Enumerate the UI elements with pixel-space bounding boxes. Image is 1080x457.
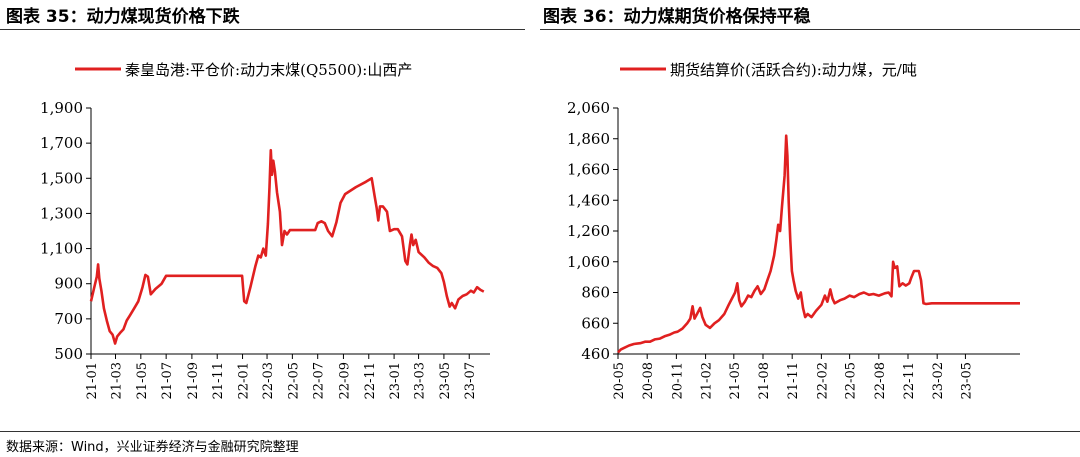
y-tick-label: 1,900	[40, 99, 83, 117]
y-tick-label: 2,060	[567, 99, 610, 117]
x-tick-label: 21-02	[700, 362, 715, 399]
x-tick-label: 21-05	[728, 362, 743, 399]
right-chart: 期货结算价(活跃合约):动力煤，元/吨 460 660 860 1,060 1,260 1,…	[540, 36, 1080, 431]
y-tick-label: 700	[54, 310, 83, 328]
y-tick-label: 1,100	[40, 240, 83, 258]
x-tick-label: 21-01	[85, 362, 100, 399]
legend: 秦皇岛港:平仓价:动力末煤(Q5500):山西产	[75, 61, 412, 79]
footer-rule	[0, 431, 1080, 432]
right-figure-title: 图表 36：动力煤期货价格保持平稳	[543, 7, 811, 27]
y-tick-label: 1,460	[567, 191, 610, 209]
x-tick-label: 22-08	[873, 362, 888, 399]
x-tick-label: 20-05	[612, 362, 627, 399]
y-tick-label: 1,260	[567, 222, 610, 240]
x-tick-label: 22-05	[286, 362, 301, 399]
x-tick-label: 21-09	[186, 362, 201, 399]
x-tick-label: 21-07	[160, 362, 175, 399]
left-title-rule	[0, 29, 525, 30]
left-chart: 秦皇岛港:平仓价:动力末煤(Q5500):山西产 500 700 900 1,100 1,…	[0, 36, 525, 431]
x-tick-label: 21-05	[135, 362, 150, 399]
series-line-0	[89, 148, 485, 345]
x-tick-label: 23-05	[438, 362, 453, 399]
y-tick-label: 460	[581, 345, 610, 363]
x-tick-label: 23-05	[959, 362, 974, 399]
x-tick-label: 20-08	[641, 362, 656, 399]
left-chart-svg: 秦皇岛港:平仓价:动力末煤(Q5500):山西产 500 700 900 1,100 1,…	[40, 61, 490, 399]
x-tick-label: 22-11	[902, 362, 917, 399]
y-tick-label: 860	[581, 284, 610, 302]
y-tick-label: 1,060	[567, 253, 610, 271]
y-tick-label: 1,500	[40, 169, 83, 187]
x-tick-label: 21-11	[211, 362, 226, 399]
y-tick-label: 660	[581, 314, 610, 332]
x-tick-label: 21-03	[109, 362, 124, 399]
right-title-rule	[540, 29, 1080, 30]
x-tick-label: 23-02	[931, 362, 946, 399]
y-tick-label: 500	[54, 345, 83, 363]
x-tick-label: 22-07	[312, 362, 327, 399]
x-tick-label: 21-11	[786, 362, 801, 399]
series-line-0	[617, 134, 1020, 354]
y-tick-label: 1,660	[567, 161, 610, 179]
x-tick-label: 22-02	[815, 362, 830, 399]
y-tick-label: 900	[54, 275, 83, 293]
x-tick-label: 22-09	[337, 362, 352, 399]
right-chart-svg: 期货结算价(活跃合约):动力煤，元/吨 460 660 860 1,060 1,260 1,…	[567, 61, 1020, 399]
x-tick-label: 22-05	[844, 362, 859, 399]
left-figure-title: 图表 35：动力煤现货价格下跌	[6, 7, 240, 27]
legend-label: 期货结算价(活跃合约):动力煤，元/吨	[670, 61, 917, 79]
legend: 期货结算价(活跃合约):动力煤，元/吨	[620, 61, 917, 79]
y-tick-label: 1,300	[40, 204, 83, 222]
x-tick-label: 22-11	[363, 362, 378, 399]
x-tick-label: 23-01	[388, 362, 403, 399]
y-tick-label: 1,700	[40, 134, 83, 152]
x-tick-label: 23-07	[463, 362, 478, 399]
x-tick-label: 23-03	[413, 362, 428, 399]
y-tick-label: 1,860	[567, 130, 610, 148]
x-tick-label: 22-01	[237, 362, 252, 399]
x-tick-label: 21-08	[757, 362, 772, 399]
source-note: 数据来源：Wind，兴业证券经济与金融研究院整理	[6, 440, 299, 455]
legend-label: 秦皇岛港:平仓价:动力末煤(Q5500):山西产	[125, 61, 412, 79]
x-tick-label: 20-11	[670, 362, 685, 399]
x-tick-label: 22-03	[261, 362, 276, 399]
